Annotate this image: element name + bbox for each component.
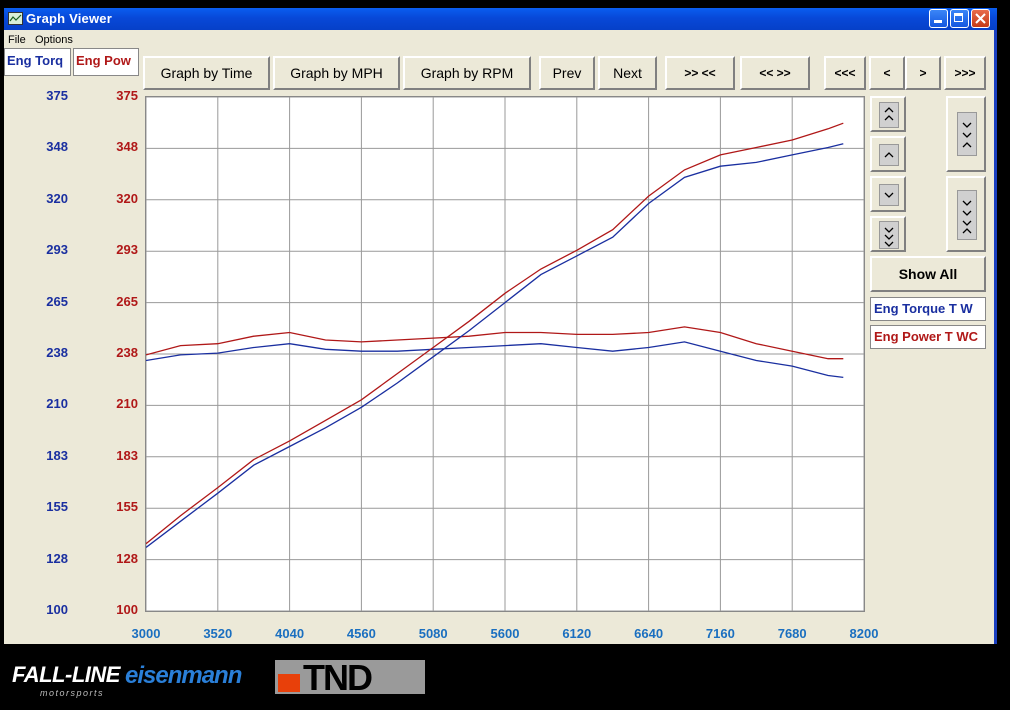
- x-tick: 8200: [849, 626, 879, 641]
- show-all-button[interactable]: Show All: [870, 256, 986, 292]
- y-tick-left: 210: [46, 396, 68, 412]
- minimize-icon: [934, 20, 942, 23]
- y-tick-left: 348: [46, 139, 68, 155]
- scroll-right-button[interactable]: >: [905, 56, 941, 90]
- scale-down-fast-button[interactable]: [870, 216, 906, 252]
- channel-tab-power[interactable]: Eng Pow: [73, 48, 139, 76]
- y-tick-right: 100: [116, 602, 138, 617]
- y-tick-right: 238: [116, 345, 138, 360]
- scroll-far-right-button[interactable]: >>>: [944, 56, 986, 90]
- eisenmann-logo: eisenmann: [125, 662, 242, 689]
- y-tick-left: 293: [46, 242, 68, 258]
- y-tick-right: 348: [116, 139, 138, 155]
- y-tick-right: 210: [116, 396, 138, 412]
- chevron-up-icon: [879, 144, 899, 166]
- x-tick: 5080: [418, 626, 448, 641]
- minimize-button[interactable]: [929, 9, 948, 28]
- menu-options[interactable]: Options: [35, 34, 73, 46]
- x-tick: 4040: [275, 626, 305, 641]
- y-tick-left: 155: [46, 499, 68, 515]
- app-icon: [8, 12, 23, 25]
- x-tick: 7160: [705, 626, 735, 641]
- y-tick-right: 293: [116, 242, 138, 258]
- y-tick-left: 183: [46, 447, 68, 463]
- scroll-left-button[interactable]: <: [869, 56, 905, 90]
- legend-power[interactable]: Eng Power T WC: [870, 325, 986, 349]
- close-button[interactable]: [971, 9, 990, 28]
- zoom-in-button[interactable]: >> <<: [665, 56, 735, 90]
- tnd-logo: TND: [275, 657, 425, 698]
- graph-by-mph-button[interactable]: Graph by MPH: [273, 56, 400, 90]
- offset-up-button[interactable]: [946, 96, 986, 172]
- prev-button[interactable]: Prev: [539, 56, 595, 90]
- y-tick-right: 320: [116, 190, 138, 206]
- y-tick-right: 128: [116, 550, 138, 566]
- scale-down-button[interactable]: [870, 176, 906, 212]
- scale-up-fast-button[interactable]: [870, 96, 906, 132]
- offset-down-icon: [957, 190, 977, 240]
- fall-line-logo: FALL-LINE: [12, 662, 120, 688]
- y-tick-right: 265: [116, 293, 138, 309]
- y-tick-left: 320: [46, 190, 68, 206]
- channel-tab-power-label: Eng Pow: [76, 53, 131, 68]
- series-line-2: [145, 143, 844, 549]
- graph-by-rpm-button[interactable]: Graph by RPM: [403, 56, 531, 90]
- title-bar: Graph Viewer: [4, 8, 997, 30]
- graph-by-time-button[interactable]: Graph by Time: [143, 56, 270, 90]
- offset-down-button[interactable]: [946, 176, 986, 252]
- series-line-0: [145, 341, 844, 379]
- series-line-3: [145, 122, 844, 545]
- fall-line-logo-text: FALL-LINE: [12, 662, 120, 687]
- y-tick-left: 100: [46, 602, 68, 617]
- x-tick: 4560: [346, 626, 376, 641]
- plot-area[interactable]: [145, 96, 865, 612]
- scroll-far-left-button[interactable]: <<<: [824, 56, 866, 90]
- x-tick: 6120: [562, 626, 592, 641]
- offset-up-icon: [957, 112, 977, 156]
- y-tick-left: 265: [46, 293, 68, 309]
- fall-line-logo-sub: motorsports: [40, 688, 105, 698]
- y-tick-left: 375: [46, 88, 68, 103]
- y-tick-left: 128: [46, 550, 68, 566]
- y-tick-right: 183: [116, 447, 138, 463]
- chevron-down-icon: [879, 184, 899, 206]
- x-tick: 6640: [634, 626, 664, 641]
- channel-tab-torque-label: Eng Torq: [7, 53, 64, 68]
- zoom-out-button[interactable]: << >>: [740, 56, 810, 90]
- x-tick: 3520: [203, 626, 233, 641]
- legend-torque[interactable]: Eng Torque T W: [870, 297, 986, 321]
- line-chart: [145, 96, 865, 612]
- tnd-logo-text: TND: [303, 657, 373, 698]
- menu-bar: File Options: [4, 30, 997, 50]
- double-chevron-up-icon: [879, 102, 899, 128]
- maximize-button[interactable]: [950, 9, 969, 28]
- next-button[interactable]: Next: [598, 56, 657, 90]
- series-line-1: [145, 326, 844, 360]
- x-tick: 7680: [777, 626, 807, 641]
- y-tick-right: 375: [116, 88, 138, 103]
- maximize-icon: [954, 13, 963, 22]
- window-title: Graph Viewer: [26, 11, 112, 26]
- close-icon: [975, 13, 986, 24]
- scale-up-button[interactable]: [870, 136, 906, 172]
- y-tick-left: 238: [46, 345, 68, 360]
- x-tick: 3000: [131, 626, 161, 641]
- x-tick: 5600: [490, 626, 520, 641]
- double-chevron-down-icon: [879, 221, 899, 249]
- window-border: [994, 30, 997, 644]
- y-tick-right: 155: [116, 499, 138, 515]
- menu-file[interactable]: File: [8, 34, 26, 46]
- channel-tab-torque[interactable]: Eng Torq: [4, 48, 71, 76]
